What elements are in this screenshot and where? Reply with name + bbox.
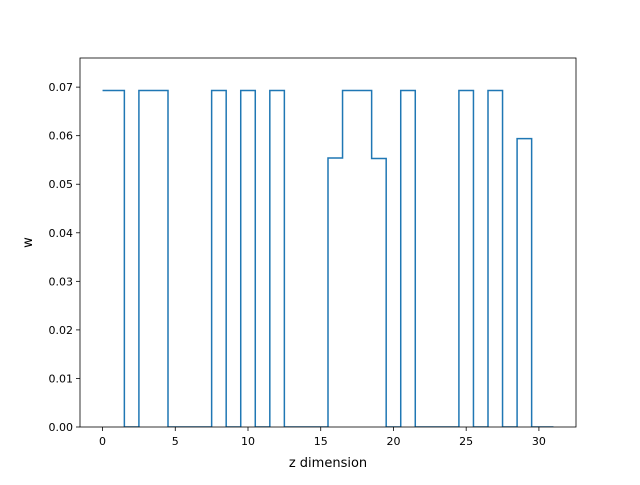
- x-axis-label: z dimension: [289, 456, 367, 471]
- x-tick-label: 10: [241, 435, 255, 448]
- plot-area: [102, 89, 554, 427]
- y-tick-label: 0.01: [49, 372, 74, 385]
- y-tick-label: 0.04: [49, 227, 74, 240]
- x-tick-label: 30: [532, 435, 546, 448]
- y-tick-label: 0.03: [49, 275, 74, 288]
- x-tick-label: 25: [459, 435, 473, 448]
- x-tick-label: 15: [314, 435, 328, 448]
- y-tick-label: 0.05: [49, 178, 74, 191]
- y-tick-label: 0.07: [49, 81, 74, 94]
- x-tick-label: 20: [386, 435, 400, 448]
- axes-frame: [79, 57, 577, 428]
- y-tick-label: 0.02: [49, 324, 74, 337]
- x-tick-label: 5: [172, 435, 179, 448]
- y-tick-label: 0.06: [49, 130, 74, 143]
- y-axis-label: w: [21, 237, 36, 248]
- x-tick-label: 0: [99, 435, 106, 448]
- axis-ticks: 0 5 10 15 20 25 30 0.00 0.01 0.02 0.03 0.04 0.05 0.06…: [49, 81, 546, 448]
- y-tick-label: 0.00: [49, 421, 74, 434]
- series-line-0: [102, 89, 554, 427]
